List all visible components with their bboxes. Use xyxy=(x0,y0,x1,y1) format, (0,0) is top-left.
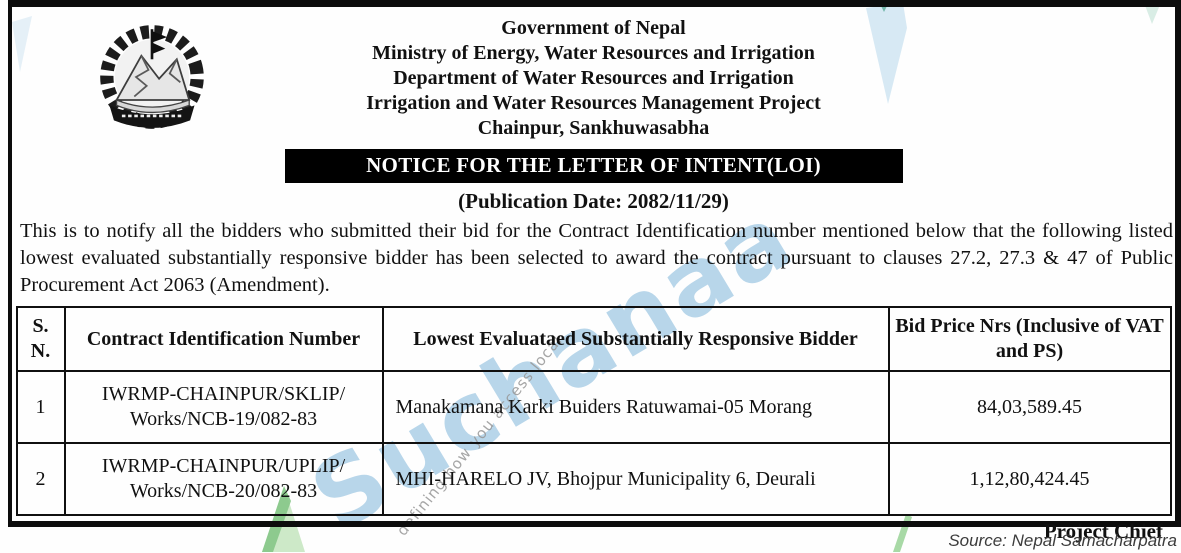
row1-bid-price: 84,03,589.45 xyxy=(887,370,1172,444)
source-attribution: Source: Nepal Samacharpatra xyxy=(948,531,1177,550)
header-serial-number: S. N. xyxy=(15,306,66,372)
header-contract-id: Contract Identification Number xyxy=(63,306,384,372)
org-line-ministry: Ministry of Energy, Water Resources and … xyxy=(372,42,815,64)
table-row: 2 IWRMP-CHAINPUR/UPLIP/ Works/NCB-20/082… xyxy=(15,442,1172,516)
notice-title-bar: NOTICE FOR THE LETTER OF INTENT(LOI) xyxy=(284,149,903,183)
header-responsive-bidder: Lowest Evaluataed Substantially Responsi… xyxy=(381,306,890,372)
row1-contract-id: IWRMP-CHAINPUR/SKLIP/ Works/NCB-19/082-8… xyxy=(63,370,384,444)
notice-body-paragraph: This is to notify all the bidders who su… xyxy=(20,220,1173,296)
table-row: 1 IWRMP-CHAINPUR/SKLIP/ Works/NCB-19/082… xyxy=(15,370,1172,444)
row2-bid-price: 1,12,80,424.45 xyxy=(887,442,1172,516)
nepal-government-emblem-icon xyxy=(100,25,204,129)
row1-serial-number: 1 xyxy=(15,370,66,444)
table-header-row: S. N. Contract Identification Number Low… xyxy=(15,306,1172,372)
row2-contract-id: IWRMP-CHAINPUR/UPLIP/ Works/NCB-20/082-8… xyxy=(63,442,384,516)
publication-date: (Publication Date: 2082/11/29) xyxy=(458,189,729,213)
row2-bidder: MHI-HARELO JV, Bhojpur Municipality 6, D… xyxy=(381,442,890,516)
row1-bidder: Manakamana Karki Buiders Ratuwamai-05 Mo… xyxy=(381,370,890,444)
org-header-block: Government of Nepal Ministry of Energy, … xyxy=(12,7,1175,141)
org-line-department: Department of Water Resources and Irriga… xyxy=(393,67,794,89)
org-line-project: Irrigation and Water Resources Managemen… xyxy=(366,92,821,114)
signature-project-chief: Project Chief xyxy=(1043,519,1163,543)
org-line-location: Chainpur, Sankhuwasabha xyxy=(477,117,710,139)
loi-table: S. N. Contract Identification Number Low… xyxy=(15,306,1172,516)
document-frame: Government of Nepal Ministry of Energy, … xyxy=(8,0,1181,543)
org-line-government: Government of Nepal xyxy=(501,17,686,39)
row2-serial-number: 2 xyxy=(15,442,66,516)
header-bid-price: Bid Price Nrs (Inclusive of VAT and PS) xyxy=(887,306,1172,372)
